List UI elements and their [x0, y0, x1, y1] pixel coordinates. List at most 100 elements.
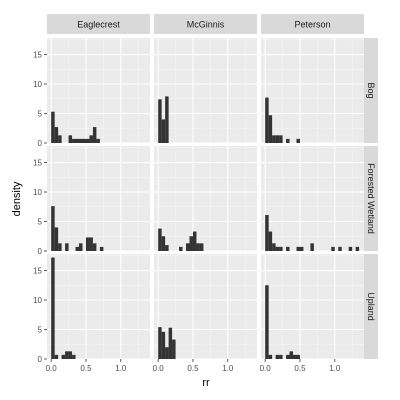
- histogram-bar: [158, 228, 162, 251]
- strip-col-mcginnis: [154, 14, 257, 34]
- panel-background: [261, 254, 364, 359]
- strip-row-forested-wetland: [364, 146, 378, 251]
- histogram-bar: [65, 351, 69, 359]
- histogram-bar: [72, 354, 76, 359]
- y-tick-label: 5: [38, 218, 43, 227]
- histogram-bar: [79, 243, 83, 251]
- strip-col-peterson: [261, 14, 364, 34]
- histogram-bar: [272, 243, 276, 251]
- histogram-bar: [338, 246, 342, 251]
- histogram-bar: [75, 138, 80, 143]
- y-tick-label: 15: [33, 267, 42, 276]
- x-tick-label: 0.0: [153, 364, 165, 373]
- histogram-bar: [293, 354, 297, 359]
- strip-row-label: Upland: [366, 292, 376, 321]
- histogram-bar: [279, 246, 283, 251]
- histogram-bar: [172, 339, 176, 359]
- histogram-bar: [51, 206, 55, 251]
- histogram-bar: [61, 354, 66, 359]
- panel-forested-wetland-mcginnis: [154, 146, 257, 252]
- histogram-bar: [268, 115, 273, 143]
- histogram-bar: [268, 231, 273, 251]
- panel-background: [261, 146, 364, 251]
- y-tick-label: 10: [33, 296, 42, 305]
- panel-background: [261, 38, 364, 143]
- panel-background: [47, 254, 150, 359]
- histogram-bar: [265, 285, 269, 359]
- strip-row-label: Forested Wetland: [366, 163, 376, 234]
- histogram-bar: [85, 237, 90, 251]
- panel-background: [47, 146, 150, 251]
- histogram-bar: [75, 246, 80, 251]
- panel-forested-wetland-eaglecrest: [47, 146, 150, 252]
- histogram-bar: [272, 135, 276, 143]
- histogram-bar: [279, 354, 283, 359]
- histogram-bar: [54, 354, 59, 359]
- histogram-bar: [186, 243, 190, 251]
- y-tick-label: 15: [33, 51, 42, 60]
- y-tick-label: 10: [33, 80, 42, 89]
- strip-col-label: Peterson: [294, 20, 330, 30]
- histogram-bar: [72, 138, 76, 143]
- y-tick-label: 0: [38, 247, 43, 256]
- histogram-bar: [51, 111, 55, 143]
- histogram-bar: [82, 138, 86, 143]
- histogram-bar: [296, 246, 300, 251]
- panels-layer: [47, 38, 364, 360]
- histogram-bar: [196, 243, 200, 251]
- histogram-bar: [168, 327, 173, 359]
- histogram-bar: [51, 257, 55, 359]
- histogram-bar: [286, 354, 290, 359]
- histogram-bar: [275, 135, 280, 143]
- axis-ticks: 0 5 10 15 0 5 10 15 0 5 10 15 0.0 0.5 1.0 0.0 0.5 1.0 0.0 0…: [33, 51, 341, 373]
- panel-background: [154, 38, 257, 143]
- histogram-bar: [199, 243, 204, 251]
- histogram-bar: [296, 138, 300, 143]
- x-tick-label: 0.0: [46, 364, 58, 373]
- panel-bog-mcginnis: [154, 38, 257, 144]
- histogram-bar: [289, 351, 294, 359]
- histogram-bar: [92, 243, 97, 251]
- y-tick-label: 5: [38, 326, 43, 335]
- strip-col-label: McGinnis: [187, 20, 225, 30]
- histogram-bar: [68, 135, 73, 143]
- histogram-bar: [348, 246, 353, 251]
- histogram-bar: [275, 246, 280, 251]
- histogram-bar: [96, 138, 100, 143]
- histogram-bar: [192, 231, 197, 251]
- histogram-bar: [279, 135, 283, 143]
- strip-row-upland: [364, 254, 378, 359]
- strip-row-label: Bog: [366, 82, 376, 98]
- histogram-bar: [54, 227, 59, 251]
- histogram-bar: [79, 138, 83, 143]
- histogram-bar: [89, 237, 93, 251]
- histogram-bar: [54, 127, 59, 143]
- histogram-bar: [286, 246, 290, 251]
- histogram-bar: [165, 347, 169, 359]
- histogram-bar: [179, 246, 183, 251]
- histogram-bar: [58, 243, 62, 251]
- y-tick-label: 10: [33, 188, 42, 197]
- histogram-bar: [158, 327, 162, 359]
- panel-background: [47, 38, 150, 143]
- x-tick-label: 1.0: [222, 364, 234, 373]
- panel-background: [154, 146, 257, 251]
- y-axis-title: density: [11, 181, 23, 216]
- histogram-bar: [310, 243, 314, 251]
- facet-strips: Eaglecrest McGinnis Peterson Bog Forested We…: [47, 14, 378, 359]
- x-tick-label: 0.5: [187, 364, 199, 373]
- y-tick-label: 15: [33, 159, 42, 168]
- histogram-bar: [158, 99, 162, 143]
- panel-upland-eaglecrest: [47, 254, 150, 360]
- histogram-bar: [286, 138, 290, 143]
- histogram-bar: [65, 243, 69, 251]
- x-tick-label: 0.0: [260, 364, 272, 373]
- histogram-bar: [355, 246, 360, 251]
- x-tick-label: 0.5: [80, 364, 92, 373]
- histogram-bar: [58, 135, 62, 143]
- histogram-bar: [165, 245, 169, 251]
- x-axis-title: rr: [202, 377, 210, 389]
- panel-bog-peterson: [261, 38, 364, 144]
- panel-upland-peterson: [261, 254, 364, 360]
- histogram-bar: [161, 331, 166, 359]
